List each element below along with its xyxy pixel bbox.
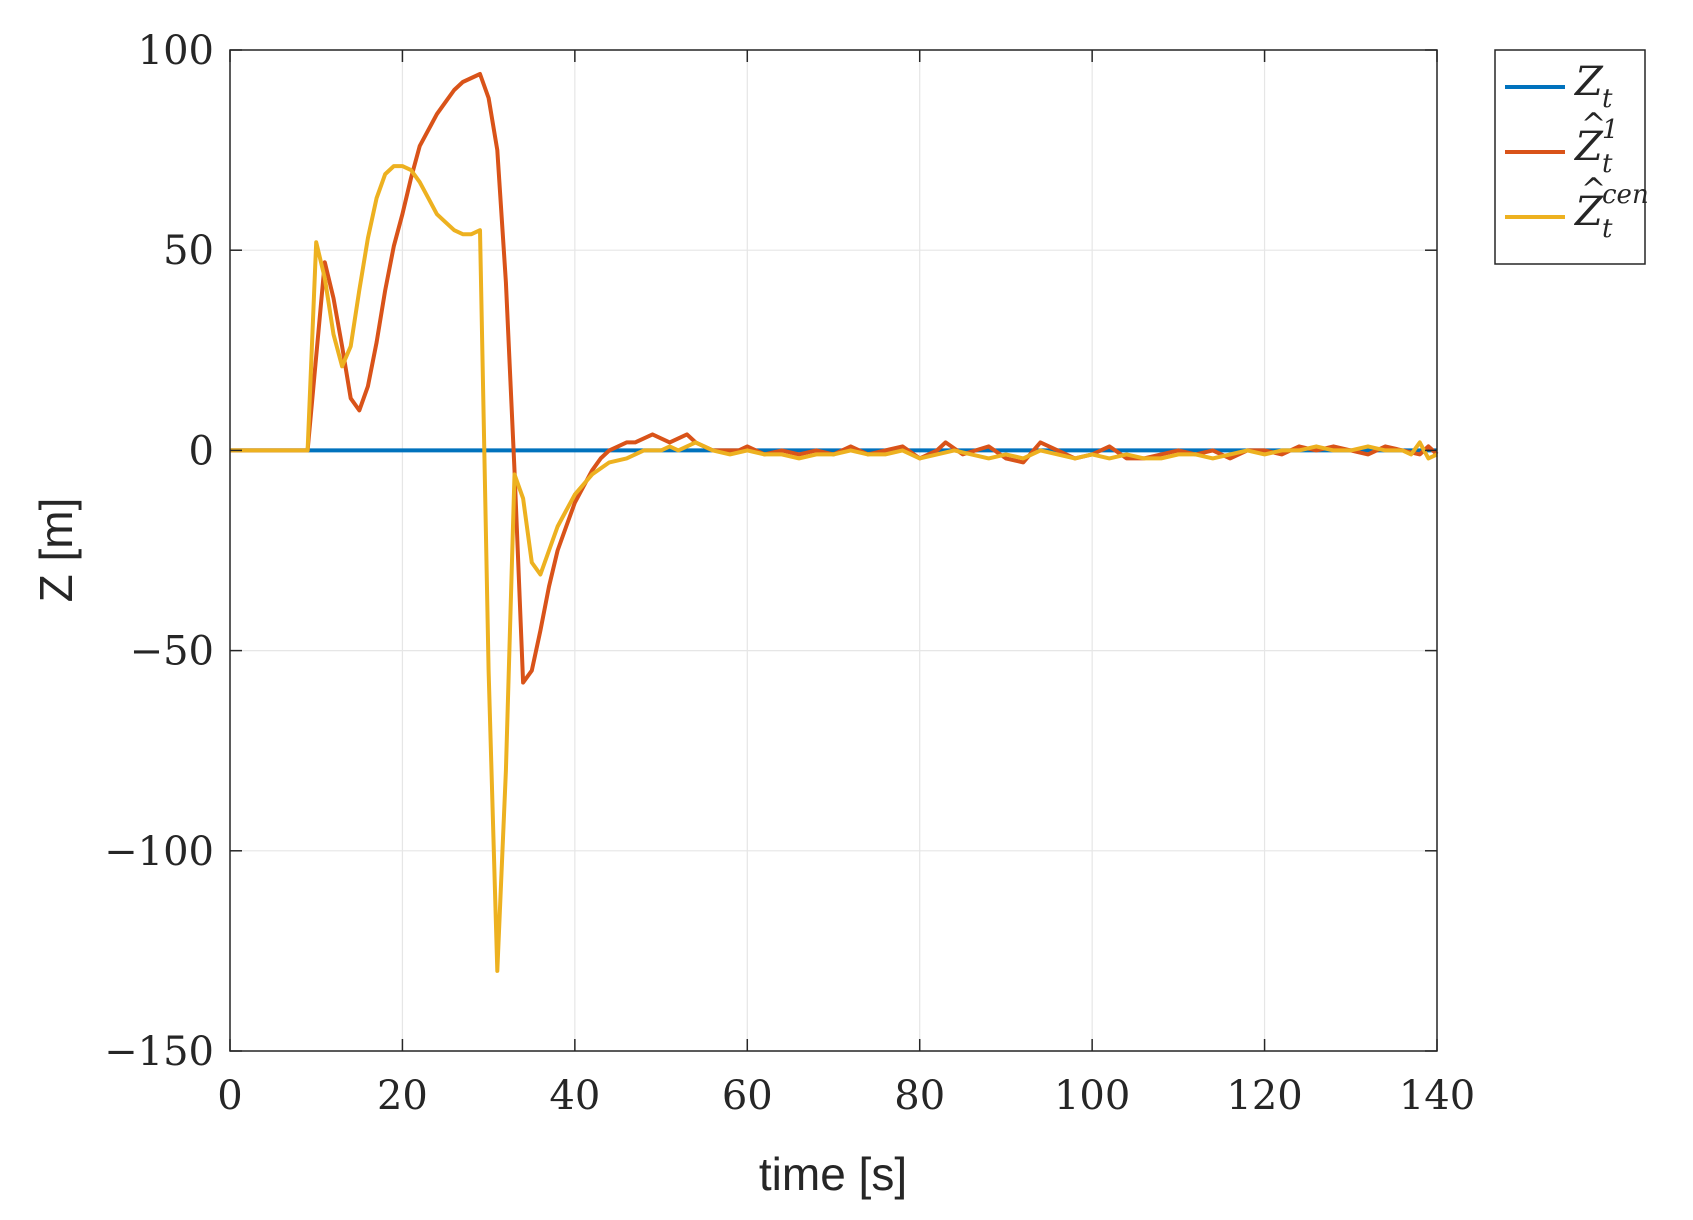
y-tick-label: 100 — [138, 28, 214, 74]
legend-label-2: Z^ t cen — [1573, 172, 1649, 244]
y-tick-label: 0 — [189, 428, 214, 474]
plot-frame — [229, 49, 1438, 1052]
x-tick-label: 0 — [217, 1073, 242, 1119]
legend-symbol: Z — [1573, 189, 1604, 235]
x-tick-label: 140 — [1399, 1073, 1475, 1119]
x-tick-label: 40 — [549, 1073, 600, 1119]
series-layer — [230, 72, 1439, 973]
x-tick-label: 60 — [722, 1073, 773, 1119]
axis-ticks — [229, 49, 1438, 1052]
y-tick-label: −100 — [104, 829, 214, 875]
legend-superscript: 1 — [1602, 115, 1619, 145]
legend-subscript: t — [1602, 149, 1613, 179]
y-tick-label: 50 — [163, 228, 214, 274]
plot-background — [230, 50, 1437, 1051]
legend-subscript: t — [1602, 214, 1613, 244]
legend-hat-accent: ^ — [1581, 107, 1606, 142]
tick-labels: 0 20 40 60 80 100 120 140 100 50 0 −50 −100 −150 — [104, 28, 1475, 1119]
x-tick-label: 120 — [1226, 1073, 1302, 1119]
x-tick-label: 80 — [894, 1073, 945, 1119]
legend-label-1: Z^ t 1 — [1573, 107, 1619, 179]
legend-box — [1494, 49, 1646, 265]
y-tick-label: −50 — [130, 629, 214, 675]
legend-hat-accent: ^ — [1581, 172, 1606, 207]
series-line-2 — [230, 164, 1438, 973]
x-axis-title: time [s] — [759, 1148, 907, 1200]
legend-subscript: t — [1602, 84, 1613, 114]
y-tick-label: −150 — [104, 1029, 214, 1075]
legend-symbol: Z — [1573, 124, 1604, 170]
y-axis-title: Z [m] — [30, 498, 82, 603]
legend-symbol: Z — [1573, 59, 1604, 105]
legend-superscript: cen — [1602, 180, 1649, 210]
x-tick-label: 20 — [377, 1073, 428, 1119]
x-tick-label: 100 — [1054, 1073, 1130, 1119]
